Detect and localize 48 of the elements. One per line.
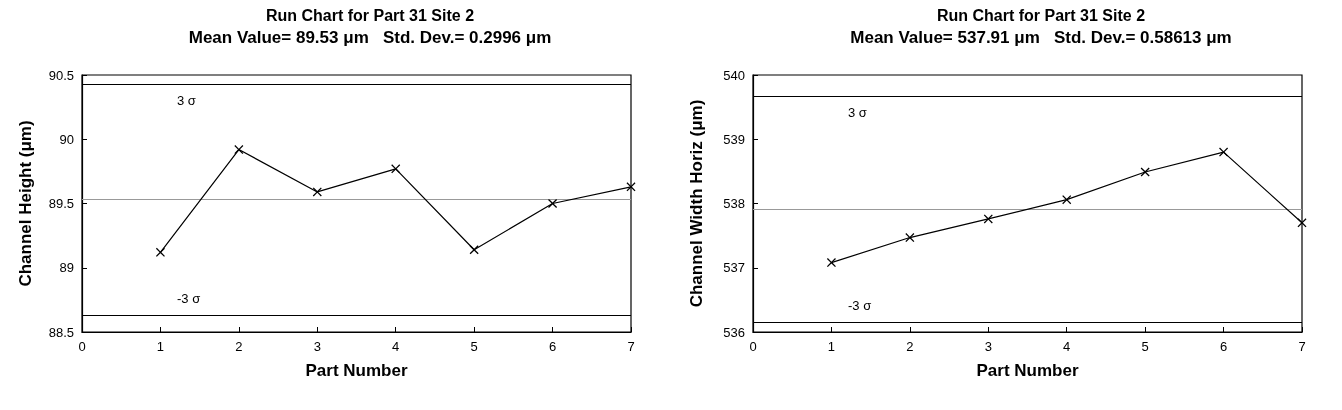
y-tick-label: 89.5: [48, 196, 74, 211]
y-tick-label: 90: [59, 131, 74, 147]
ref-line-label: -3 σ: [177, 291, 201, 307]
x-axis-title: Part Number: [305, 361, 408, 380]
x-tick-label: 7: [1298, 339, 1306, 354]
point: [312, 187, 322, 197]
point: [469, 245, 479, 255]
point: [155, 247, 165, 257]
chart-subtitle: Mean Value= 537.91 μm Std. Dev.= 0.58613 μm: [850, 28, 1232, 47]
y-tick-label: 538: [723, 196, 745, 211]
point: [1219, 147, 1229, 157]
y-axis-title: Channel Width Horiz (μm): [687, 99, 706, 308]
x-axis-title: Part Number: [976, 361, 1079, 380]
ref-line-label: 3 σ: [177, 93, 196, 108]
point: [1297, 218, 1307, 228]
x-tick-label: 2: [235, 339, 243, 354]
y-tick-label: 536: [723, 324, 745, 340]
x-tick-label: 1: [827, 339, 836, 354]
ref-line-label: -3 σ: [848, 298, 872, 314]
x-tick-label: 3: [313, 339, 321, 354]
y-tick-label: 88.5: [48, 324, 74, 340]
y-tick-label: 539: [723, 131, 745, 147]
ref-line-label: 3 σ: [848, 105, 867, 121]
point: [626, 182, 636, 192]
x-tick-label: 5: [470, 339, 478, 354]
x-tick-label: 0: [78, 339, 86, 354]
point: [983, 214, 993, 224]
point: [1140, 167, 1150, 177]
x-tick-label: 4: [392, 339, 400, 354]
y-tick-label: 90.5: [48, 67, 74, 83]
x-tick-label: 4: [1063, 339, 1071, 354]
point: [234, 145, 244, 155]
x-tick-label: 6: [548, 339, 557, 354]
y-tick-label: 537: [723, 260, 745, 276]
chart-title: Run Chart for Part 31 Site 2: [265, 6, 475, 24]
x-tick-label: 2: [906, 339, 914, 354]
y-tick-label: 89: [59, 260, 74, 276]
point: [905, 233, 915, 243]
x-tick-label: 0: [749, 339, 757, 354]
x-tick-label: 3: [984, 339, 992, 354]
x-tick-label: 7: [627, 339, 635, 354]
chart-subtitle: Mean Value= 89.53 μm Std. Dev.= 0.2996 μm: [188, 28, 552, 47]
x-tick-label: 6: [1219, 339, 1228, 354]
y-axis-title: Channel Height (μm): [16, 120, 35, 287]
chart-title: Run Chart for Part 31 Site 2: [936, 6, 1146, 24]
x-tick-label: 5: [1141, 339, 1149, 354]
y-tick-label: 540: [723, 67, 745, 83]
x-tick-label: 1: [156, 339, 165, 354]
